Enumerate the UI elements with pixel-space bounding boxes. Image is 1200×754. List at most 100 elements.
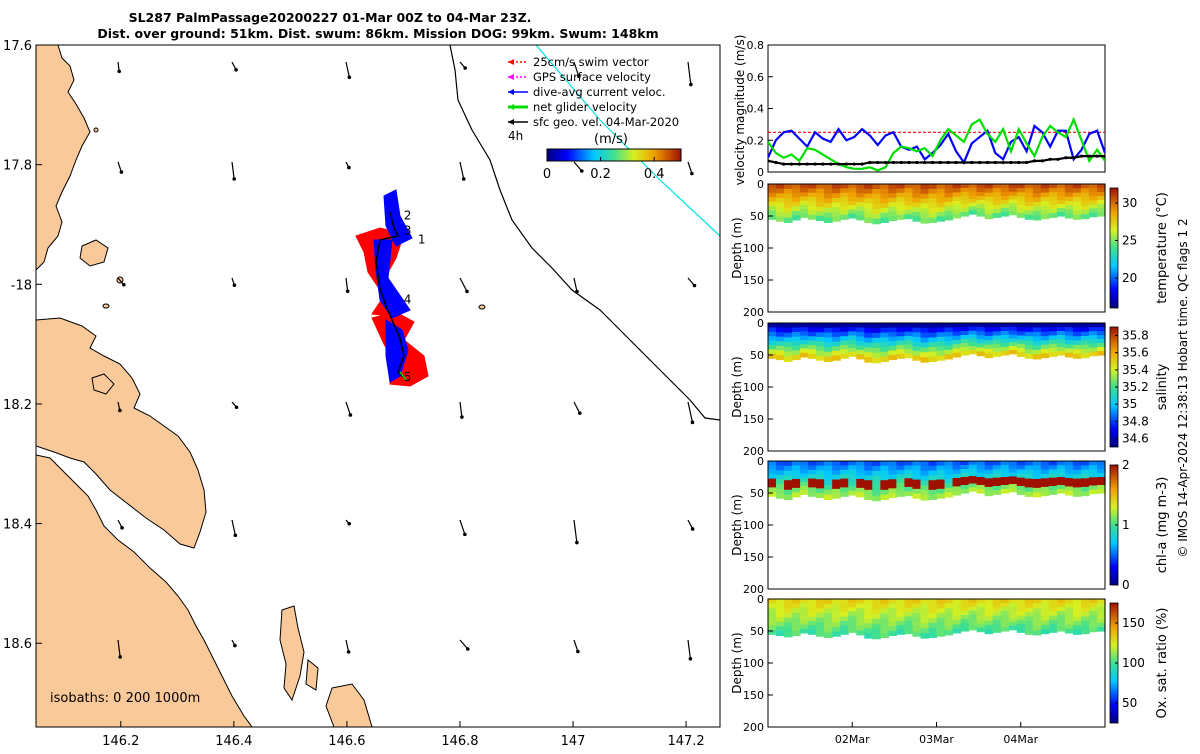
section-cell [816,626,825,633]
section-cell [928,470,938,476]
section-cell [912,617,922,623]
section-cell [1040,335,1050,341]
section-cell [848,188,857,194]
section-cell [992,485,1002,491]
map-y-tick-label: 18.6 [3,637,32,652]
section-y-label: Depth (m) [730,632,744,693]
section-cell [1080,491,1090,497]
section-cell [952,611,962,617]
section-cell [976,347,986,353]
geo-arrow-head [690,420,695,425]
section-cell [848,184,857,189]
section-cell [800,331,809,337]
section-cell [1032,630,1042,636]
section-cell [1072,192,1082,198]
section-cell [1032,478,1042,484]
section-cell [864,337,873,344]
section-cell [960,351,970,356]
section-cell [872,203,881,210]
section-cell [1032,483,1042,489]
velocity-point [923,160,927,165]
section-cell [824,461,833,467]
section-cell [960,196,970,201]
section-cell [896,184,906,189]
section-cell [1016,615,1026,621]
section-cell [872,599,881,605]
section-y-tick-label: 0 [757,593,764,606]
section-cell [1096,192,1106,197]
velocity-point [860,162,864,166]
section-cell [992,603,1002,608]
section-cell [816,193,825,199]
section-cell [912,488,922,495]
section-cell [840,323,849,328]
section-cell [1024,345,1034,350]
section-cell [864,618,873,624]
section-cell [904,465,914,471]
section-cell [880,623,889,629]
section-cell [1016,469,1026,475]
map-y-tick-label: -18 [11,278,32,293]
section-cell [904,353,914,359]
section-y-tick-label: 0 [757,178,764,191]
section-cell [904,461,914,466]
section-cell [952,599,962,604]
section-cell [824,627,833,634]
section-cell [928,632,938,638]
section-cell [1048,490,1058,495]
section-cell [792,336,801,342]
section-cell [848,461,857,466]
section-cell [1000,461,1010,466]
section-cell [864,342,873,348]
section-cell [992,469,1002,475]
section-cell [1016,323,1026,328]
section-cell [824,347,833,353]
section-cell [1088,200,1098,205]
section-cell [1048,347,1058,353]
section-cell [920,475,930,482]
section-cell [808,469,817,475]
section-cell [904,629,914,635]
section-cell [864,184,873,190]
section-cell [904,205,914,211]
velocity-point [899,160,903,165]
section-cell [768,327,777,333]
section-cell [960,623,970,628]
section-cell [984,624,994,630]
section-cell [904,348,914,354]
section-cell [808,214,817,220]
section-cell [960,331,970,336]
section-cell [784,632,793,638]
section-cell [1000,619,1010,624]
section-cell [888,184,897,190]
section-cell [808,340,817,346]
section-cell [992,490,1002,495]
section-cell [816,341,825,347]
section-cell [936,184,946,190]
section-cell [848,343,857,349]
velocity-point [907,160,911,165]
section-cell [888,323,897,329]
section-cell [1056,208,1066,213]
section-y-tick-label: 100 [743,657,764,670]
section-cell [960,465,970,470]
geo-arrow [459,519,466,535]
section-cell [992,347,1002,353]
section-cell [1016,628,1026,633]
section-cell [1056,469,1066,474]
section-cell [912,461,922,467]
section-cell [1024,478,1034,484]
section-cell [816,461,825,467]
section-y-tick-label: 50 [750,487,764,500]
section-cell [960,615,970,620]
section-cell [1016,481,1026,487]
section-cell [912,184,922,190]
section-cell [936,341,946,347]
section-cell [896,353,906,359]
section-cell [872,490,881,497]
section-cell [928,489,938,496]
section-cell [992,611,1002,617]
section-cell [1088,192,1098,197]
section-cell [864,489,873,496]
